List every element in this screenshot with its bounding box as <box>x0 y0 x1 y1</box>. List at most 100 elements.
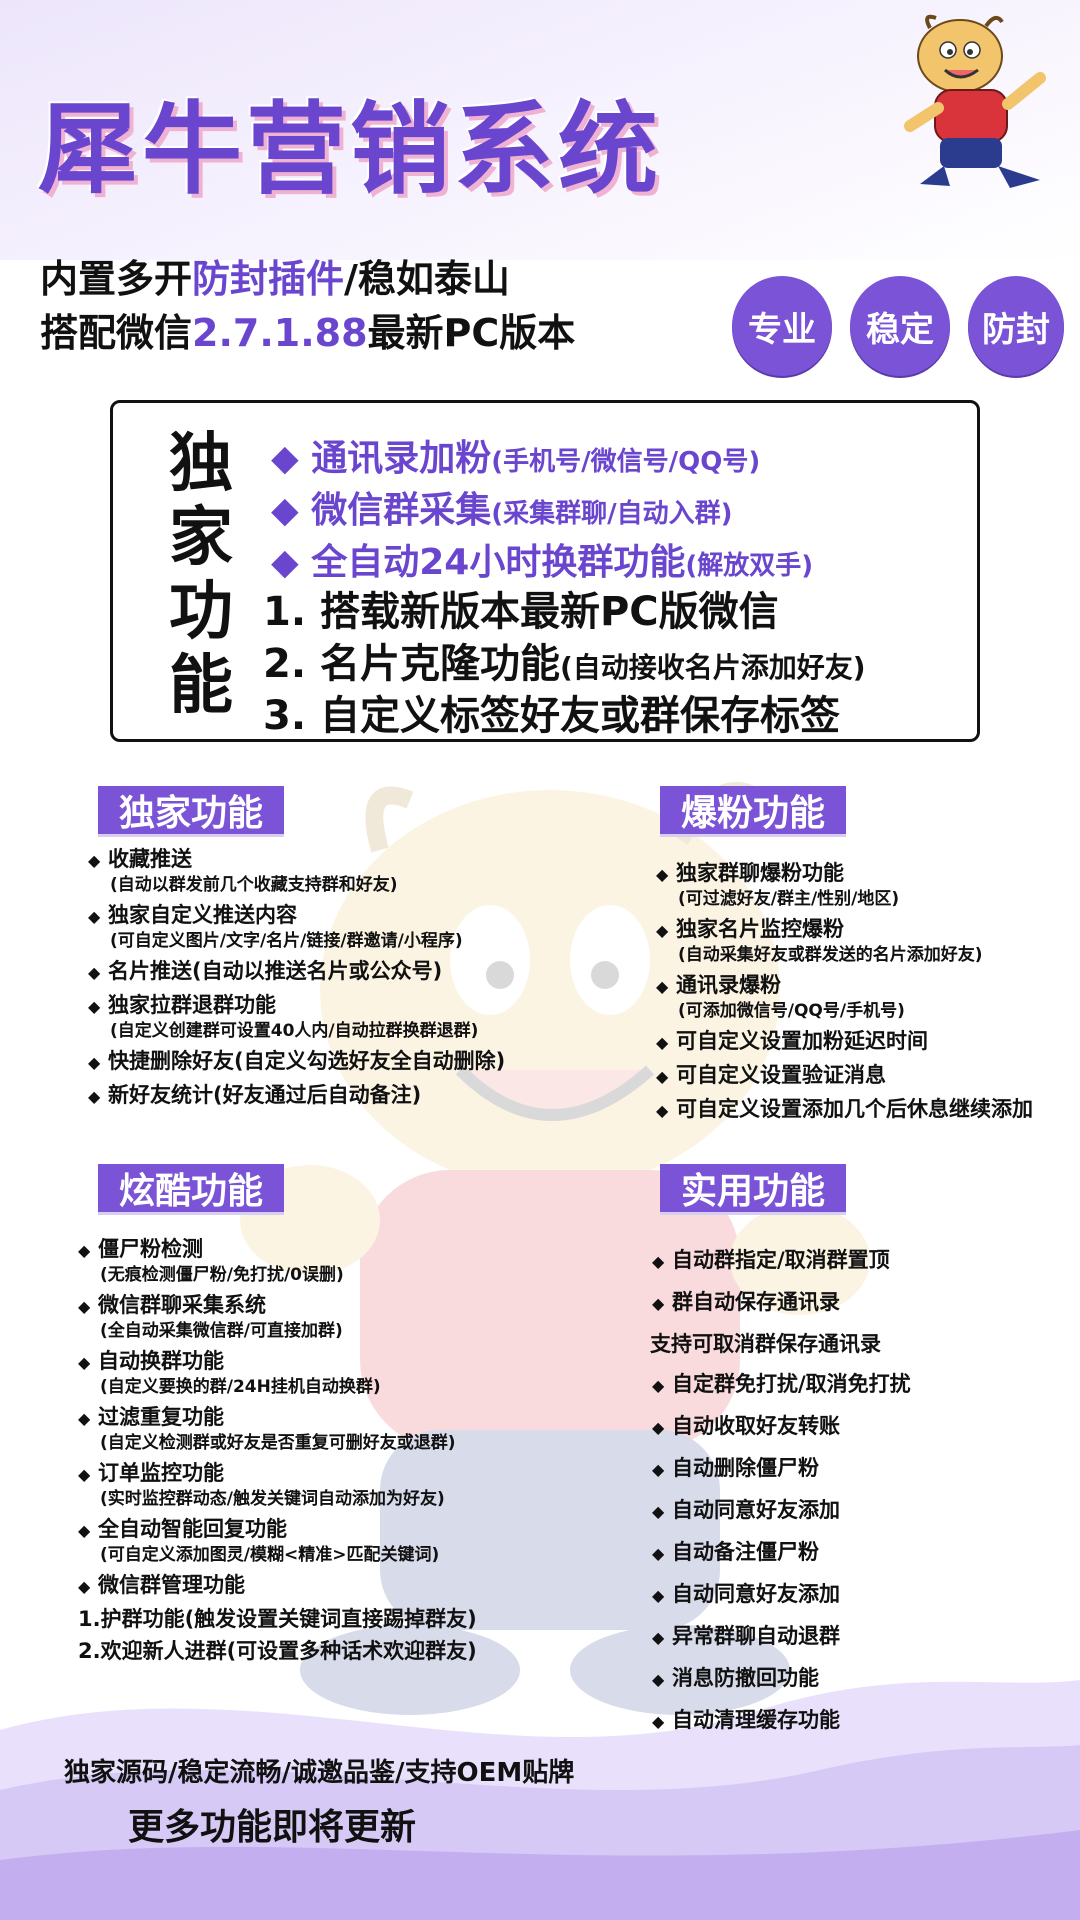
subtitle-2-highlight: 2.7.1.88 <box>192 311 368 355</box>
excl-purple-main: ◆ 全自动24小时换群功能 <box>271 542 686 583</box>
diamond-bullet-icon: ◆ <box>652 1460 665 1479</box>
subtitle-1-highlight: 防封插件 <box>192 257 345 301</box>
badge-professional: 专业 <box>732 276 832 376</box>
excl-numbered-main: 2. 名片克隆功能 <box>263 641 560 687</box>
list-item: ◆ 自动收取好友转账 <box>652 1406 911 1448</box>
excl-purple-item: ◆ 通讯录加粉(手机号/微信号/QQ号) <box>271 429 760 481</box>
diamond-bullet-icon: ◆ <box>88 1053 101 1072</box>
diamond-bullet-icon: ◆ <box>656 977 669 996</box>
exclusive-feature-list: ◆ 收藏推送 (自动以群发前几个收藏支持群和好友) ◆ 独家自定义推送内容 (可自定… <box>88 846 505 1110</box>
list-item: ◆ 独家拉群退群功能 <box>88 992 505 1020</box>
list-item-note: (全自动采集微信群/可直接加群) <box>100 1321 343 1341</box>
list-item-note: (可自定义图片/文字/名片/链接/群邀请/小程序) <box>110 931 463 951</box>
list-item: ◆ 自动同意好友添加 <box>652 1490 911 1532</box>
footer-coming-soon: 更多功能即将更新 <box>128 1807 417 1848</box>
diamond-bullet-icon: ◆ <box>656 1033 669 1052</box>
diamond-bullet-icon: ◆ <box>656 1067 669 1086</box>
excl-purple-main: ◆ 微信群采集 <box>271 490 492 531</box>
subtitle-2-text-b: 最新PC版本 <box>367 311 576 355</box>
list-item: ◆ 自动同意好友添加 <box>652 1574 911 1616</box>
diamond-bullet-icon: ◆ <box>78 1409 91 1428</box>
diamond-bullet-icon: ◆ <box>652 1712 665 1731</box>
diamond-bullet-icon: ◆ <box>652 1252 665 1271</box>
section-header-exclusive: 独家功能 <box>98 786 284 834</box>
list-item-note: (实时监控群动态/触发关键词自动添加为好友) <box>100 1489 445 1509</box>
diamond-bullet-icon: ◆ <box>78 1297 91 1316</box>
diamond-bullet-icon: ◆ <box>652 1586 665 1605</box>
diamond-bullet-icon: ◆ <box>652 1670 665 1689</box>
list-item: ◆ 自动清理缓存功能 <box>652 1700 911 1742</box>
list-item: ◆ 自动备注僵尸粉 <box>652 1532 911 1574</box>
subtitle-line-2: 搭配微信2.7.1.88最新PC版本 <box>40 302 575 357</box>
diamond-bullet-icon: ◆ <box>88 963 101 982</box>
list-item: ◆ 微信群聊采集系统 <box>78 1292 477 1320</box>
exclusive-vertical-label: 独家功能 <box>169 427 233 723</box>
list-item: ◆ 收藏推送 <box>88 846 505 874</box>
section-header-practical: 实用功能 <box>660 1164 846 1212</box>
list-item: ◆ 自动群指定/取消群置顶 <box>652 1240 911 1282</box>
diamond-bullet-icon: ◆ <box>652 1376 665 1395</box>
diamond-bullet-icon: ◆ <box>652 1294 665 1313</box>
list-item: ◆ 可自定义设置验证消息 <box>656 1062 1033 1090</box>
excl-numbered-main: 3. 自定义标签好友或群保存标签 <box>263 693 840 739</box>
list-item: ◆ 独家群聊爆粉功能 <box>656 860 1033 888</box>
list-item: ◆ 名片推送(自动以推送名片或公众号) <box>88 958 505 986</box>
main-title: 犀牛营销系统 <box>38 91 662 208</box>
exclusive-features-box: 独家功能 ◆ 通讯录加粉(手机号/微信号/QQ号) ◆ 微信群采集(采集群聊/自… <box>110 400 980 742</box>
diamond-bullet-icon: ◆ <box>652 1418 665 1437</box>
list-item-note: (自动采集好友或群发送的名片添加好友) <box>678 945 983 965</box>
diamond-bullet-icon: ◆ <box>78 1521 91 1540</box>
bottom-wave-background <box>0 1680 1080 1920</box>
cool-feature-list: ◆ 僵尸粉检测 (无痕检测僵尸粉/免打扰/0误删) ◆ 微信群聊采集系统 (全自动采… <box>78 1236 477 1664</box>
badge-stable: 稳定 <box>850 276 950 376</box>
diamond-bullet-icon: ◆ <box>88 851 101 870</box>
sub-list-item: 2.欢迎新人进群(可设置多种话术欢迎群友) <box>78 1639 477 1663</box>
list-item: ◆ 群自动保存通讯录 <box>652 1282 911 1324</box>
list-item: ◆ 可自定义设置加粉延迟时间 <box>656 1028 1033 1056</box>
list-item-note: (自动以群发前几个收藏支持群和好友) <box>110 875 398 895</box>
list-item: ◆ 消息防撤回功能 <box>652 1658 911 1700</box>
list-item: ◆ 过滤重复功能 <box>78 1404 477 1432</box>
list-item: ◆ 可自定义设置添加几个后休息继续添加 <box>656 1096 1033 1124</box>
practical-feature-list: ◆ 自动群指定/取消群置顶 ◆ 群自动保存通讯录 支持可取消群保存通讯录 ◆ 自定群免… <box>650 1240 911 1742</box>
diamond-bullet-icon: ◆ <box>88 907 101 926</box>
sub-list-item: 1.护群功能(触发设置关键词直接踢掉群友) <box>78 1607 477 1631</box>
list-item: 支持可取消群保存通讯录 <box>650 1332 881 1356</box>
section-header-burst: 爆粉功能 <box>660 786 846 834</box>
diamond-bullet-icon: ◆ <box>656 921 669 940</box>
excl-numbered-item: 3. 自定义标签好友或群保存标签 <box>263 683 840 741</box>
list-item: ◆ 僵尸粉检测 <box>78 1236 477 1264</box>
list-item: ◆ 微信群管理功能 <box>78 1572 477 1600</box>
burst-feature-list: ◆ 独家群聊爆粉功能 (可过滤好友/群主/性别/地区) ◆ 独家名片监控爆粉 (自动… <box>656 860 1033 1124</box>
badge-anti-ban: 防封 <box>968 276 1064 376</box>
list-item: ◆ 通讯录爆粉 <box>656 972 1033 1000</box>
list-item-note: (可自定义添加图灵/模糊<精准>匹配关键词) <box>100 1545 440 1565</box>
excl-purple-note: (手机号/微信号/QQ号) <box>491 447 761 477</box>
list-item: ◆ 全自动智能回复功能 <box>78 1516 477 1544</box>
footer-tagline: 独家源码/稳定流畅/诚邀品鉴/支持OEM贴牌 <box>64 1758 575 1788</box>
list-item: ◆ 新好友统计(好友通过后自动备注) <box>88 1082 505 1110</box>
diamond-bullet-icon: ◆ <box>652 1544 665 1563</box>
list-item-note: (自定义要换的群/24H挂机自动换群) <box>100 1377 381 1397</box>
excl-numbered-item: 1. 搭载新版本最新PC版微信 <box>263 579 779 637</box>
list-item-note: (可添加微信号/QQ号/手机号) <box>678 1001 905 1021</box>
list-item: ◆ 独家名片监控爆粉 <box>656 916 1033 944</box>
excl-purple-item: ◆ 全自动24小时换群功能(解放双手) <box>271 533 813 585</box>
top-background <box>0 0 1080 260</box>
subtitle-line-1: 内置多开防封插件/稳如泰山 <box>40 248 510 303</box>
subtitle-1-text-a: 内置多开 <box>40 257 193 301</box>
diamond-bullet-icon: ◆ <box>652 1628 665 1647</box>
diamond-bullet-icon: ◆ <box>78 1577 91 1596</box>
list-item: ◆ 独家自定义推送内容 <box>88 902 505 930</box>
rhino-mascot-illustration <box>904 14 1046 188</box>
excl-purple-item: ◆ 微信群采集(采集群聊/自动入群) <box>271 481 733 533</box>
diamond-bullet-icon: ◆ <box>656 865 669 884</box>
list-item: ◆ 自定群免打扰/取消免打扰 <box>652 1364 911 1406</box>
diamond-bullet-icon: ◆ <box>78 1465 91 1484</box>
diamond-bullet-icon: ◆ <box>78 1241 91 1260</box>
list-item-note: (无痕检测僵尸粉/免打扰/0误删) <box>100 1265 344 1285</box>
subtitle-1-text-b: /稳如泰山 <box>344 257 510 301</box>
section-header-cool: 炫酷功能 <box>98 1164 284 1212</box>
diamond-bullet-icon: ◆ <box>652 1502 665 1521</box>
list-item: ◆ 快捷删除好友(自定义勾选好友全自动删除) <box>88 1048 505 1076</box>
